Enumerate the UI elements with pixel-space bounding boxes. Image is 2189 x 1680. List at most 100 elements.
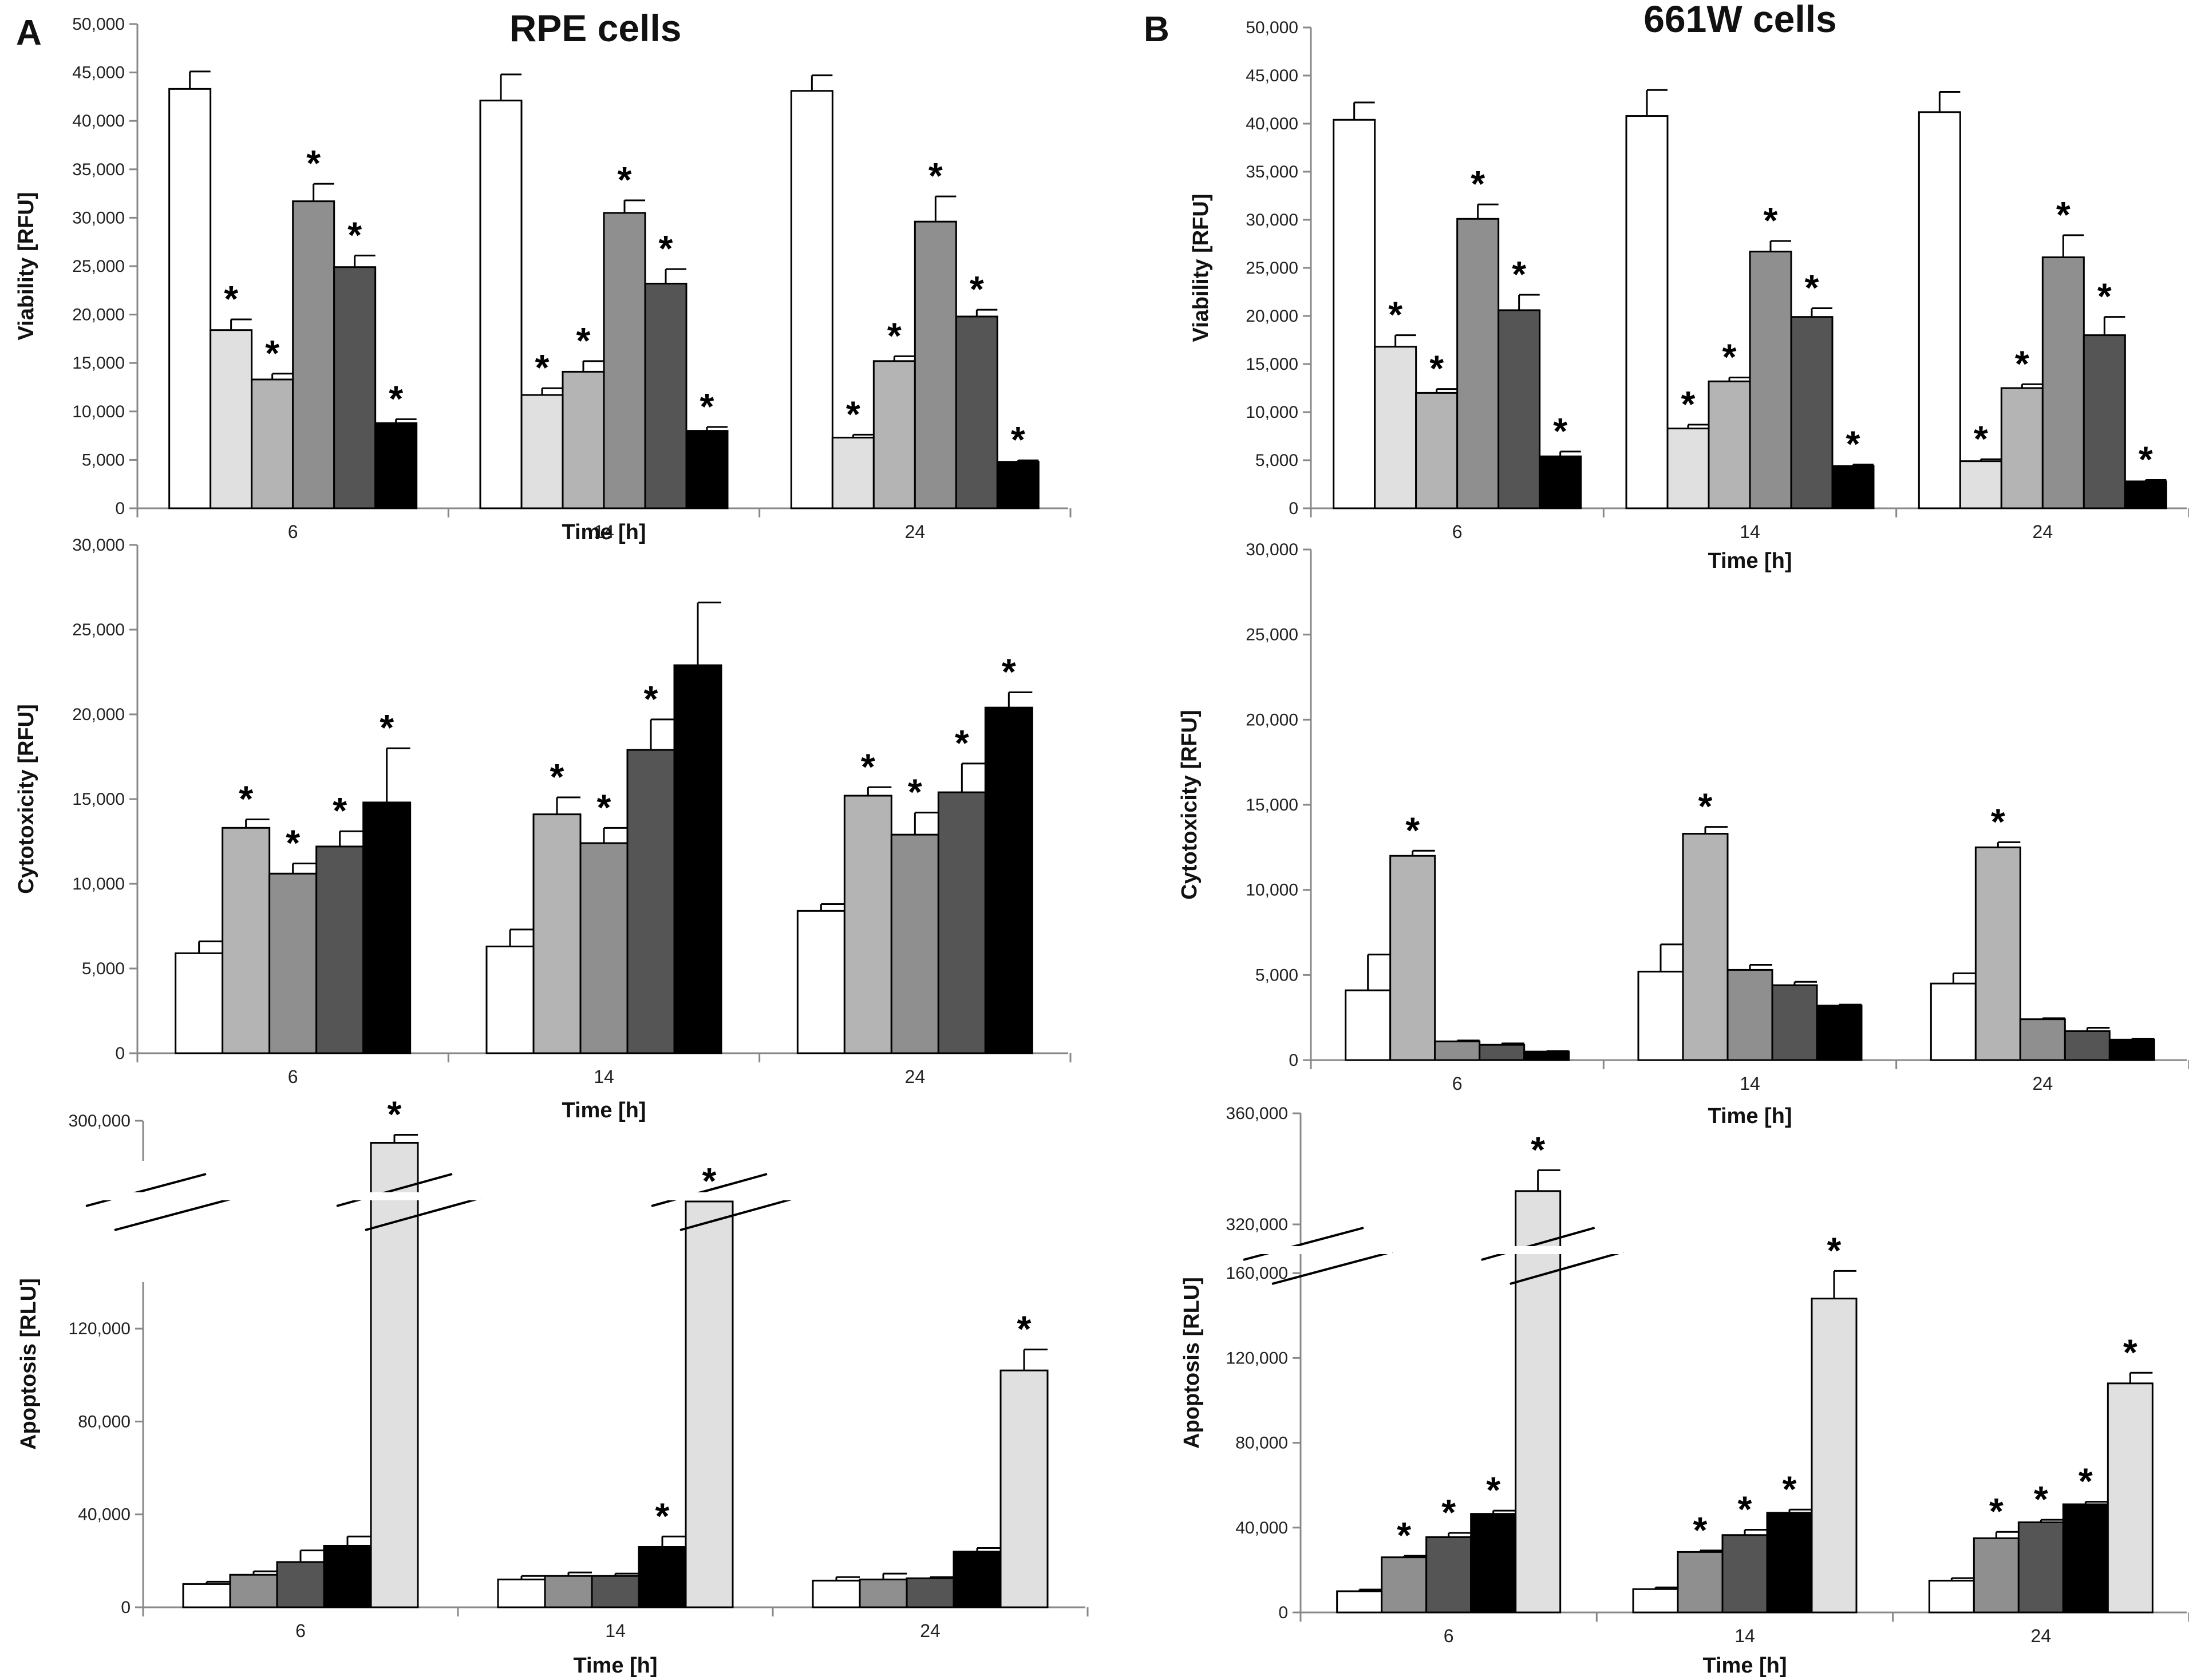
bar [182, 1583, 231, 1608]
y-tick-label: 45,000 [72, 64, 125, 82]
y-tick-label: 0 [1289, 1051, 1298, 1070]
category-label: 24 [2033, 1073, 2053, 1094]
significance-marker: * [389, 378, 403, 419]
w661-cytotoxicity-chart: 0 5,000 10,000 15,000 20,000 25,000 30,000 Cyto… [1178, 540, 2189, 1128]
bar [370, 1142, 419, 1608]
y-tick-label: 25,000 [72, 620, 125, 639]
bar [1425, 1536, 1472, 1614]
y-tick-label: 25,000 [1246, 259, 1298, 278]
bar [2041, 256, 2085, 509]
significance-marker: * [597, 786, 611, 828]
bar [1434, 1040, 1481, 1061]
significance-marker: * [380, 707, 394, 748]
significance-marker: * [1846, 424, 1860, 465]
bar [276, 1561, 325, 1608]
significance-marker: * [1693, 1509, 1708, 1551]
bar [1345, 989, 1392, 1061]
bar [1928, 1579, 1975, 1614]
bar [1456, 218, 1500, 509]
bar [1333, 118, 1376, 509]
bar [1470, 1513, 1517, 1614]
y-tick-label: 25,000 [1246, 626, 1298, 645]
significance-marker: * [1698, 786, 1713, 827]
y-tick-label: 0 [115, 499, 125, 518]
bar [251, 378, 294, 509]
panel-a-letter: A [16, 13, 42, 53]
y-tick-label: 5,000 [1255, 451, 1298, 470]
x-axis-title: Time [h] [1708, 549, 1792, 573]
axis-break-gap [86, 1192, 235, 1200]
y-axis-title: Cytotoxicity [RFU] [14, 704, 38, 894]
axis-break-mark [1510, 1251, 1624, 1285]
bar [914, 220, 957, 509]
bar [996, 461, 1040, 509]
x-axis-title: Time [h] [1708, 1104, 1792, 1128]
y-tick-label: 20,000 [72, 705, 125, 724]
y-tick-label: 15,000 [1246, 796, 1298, 815]
bar [1790, 316, 1834, 509]
bar [644, 282, 687, 509]
category-label: 6 [1452, 521, 1463, 542]
bar [579, 842, 629, 1054]
category-label: 14 [594, 1066, 614, 1087]
y-tick-label: 40,000 [1235, 1519, 1288, 1537]
significance-marker: * [2056, 194, 2071, 235]
category-label: 14 [1734, 1626, 1755, 1646]
significance-marker: * [861, 746, 875, 787]
significance-marker: * [1405, 809, 1420, 851]
bar [1625, 115, 1669, 509]
panel-b-title: 661W cells [1643, 0, 1837, 40]
bar [2107, 1382, 2154, 1614]
bar [1677, 1551, 1724, 1614]
significance-marker: * [550, 756, 564, 797]
bar [315, 845, 365, 1054]
y-tick-label: 35,000 [1246, 163, 1298, 181]
significance-marker: * [1486, 1469, 1500, 1511]
significance-marker: * [2034, 1479, 2048, 1520]
y-axis-title: Apoptosis [RLU] [1180, 1277, 1204, 1449]
significance-marker: * [970, 268, 984, 310]
axis-break-gap [651, 1192, 796, 1200]
significance-marker: * [1722, 337, 1737, 378]
axis-break-mark [679, 1197, 796, 1231]
axis-break-mark [114, 1197, 235, 1231]
bar [485, 946, 535, 1054]
rpe-viability-chart: 0 5,000 10,000 15,000 20,000 25,000 30,000 35,0… [14, 15, 1072, 544]
significance-marker: * [2015, 343, 2029, 384]
bar [268, 872, 318, 1054]
y-tick-label: 50,000 [1246, 18, 1298, 37]
axis-break-gap [337, 1192, 481, 1200]
bar [479, 100, 523, 509]
category-label: 6 [288, 521, 298, 542]
significance-marker: * [1017, 1309, 1032, 1350]
panel-a-title: RPE cells [509, 7, 682, 49]
bar [1766, 1512, 1813, 1614]
significance-marker: * [1991, 801, 2005, 842]
category-label: 6 [288, 1066, 298, 1087]
significance-marker: * [1783, 1468, 1797, 1509]
bar [603, 212, 646, 509]
category-label: 14 [1740, 1073, 1760, 1094]
bar [1682, 833, 1729, 1061]
significance-marker: * [846, 393, 860, 434]
significance-marker: * [928, 155, 943, 196]
bar [591, 1575, 640, 1608]
bar [1523, 1050, 1570, 1061]
y-tick-label: 0 [121, 1598, 131, 1617]
bar [1666, 428, 1710, 509]
y-tick-label: 30,000 [1246, 211, 1298, 230]
bar [890, 833, 939, 1054]
y-tick-label: 120,000 [69, 1319, 131, 1338]
significance-marker: * [1002, 651, 1016, 693]
y-tick-label: 20,000 [1246, 710, 1298, 729]
rpe-cytotoxicity-chart: 0 5,000 10,000 15,000 20,000 25,000 30,000 Cyto… [14, 536, 1072, 1122]
significance-marker: * [2079, 1461, 2093, 1502]
y-tick-label: 360,000 [1226, 1104, 1288, 1123]
significance-marker: * [286, 822, 300, 863]
bar [1959, 460, 2002, 509]
significance-marker: * [347, 214, 362, 255]
y-tick-label: 30,000 [72, 208, 125, 227]
bar [222, 827, 271, 1054]
y-tick-label: 80,000 [78, 1412, 131, 1431]
bar [984, 706, 1033, 1054]
